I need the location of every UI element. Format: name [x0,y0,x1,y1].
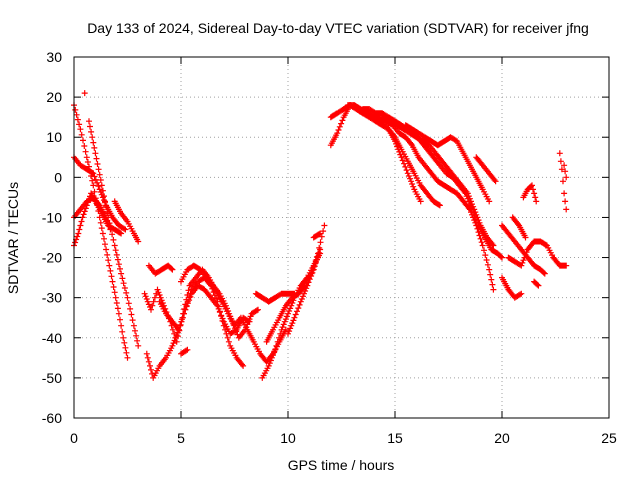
series-arc-30 [520,182,540,205]
y-tick-label: -50 [42,370,62,386]
y-tick-label: -20 [42,250,62,266]
series-arc-31 [531,278,542,289]
series-markers [520,182,540,205]
series-arc-26 [499,222,548,277]
series-markers [561,162,570,181]
y-tick-label: 30 [46,49,62,65]
series-arc-18 [310,230,324,241]
series-markers [402,122,493,205]
x-tick-label: 20 [494,430,510,446]
x-tick-label: 15 [387,430,403,446]
series-arc-7 [81,90,88,97]
series-arc-25 [473,154,499,185]
series-markers [381,114,497,249]
y-tick-label: -10 [42,209,62,225]
series-markers [556,150,570,213]
series-arc-17 [285,246,324,337]
series-arc-28 [505,238,570,269]
series-arc-16 [252,290,298,305]
series-arc-23 [381,114,497,249]
series-markers [509,214,529,241]
series-arc-6 [111,198,142,245]
axis-ticks [73,56,610,419]
series-arc-27 [499,274,525,301]
series-markers [81,90,88,97]
series-markers [473,154,499,185]
series-markers [531,278,542,289]
series-arc-13 [178,346,191,357]
series-arc-8 [145,262,176,277]
series-markers [111,198,142,245]
series-markers [310,230,324,241]
grid [74,57,609,418]
series-arc-33 [561,162,570,181]
x-tick-label: 10 [280,430,296,446]
y-tick-label: 20 [46,89,62,105]
y-tick-label: 10 [46,129,62,145]
series-markers [499,222,548,277]
y-tick-label: 0 [54,169,62,185]
x-tick-label: 25 [601,430,617,446]
series-arc-12 [178,262,261,341]
tick-labels: 0 5 10 15 20 25 -60 -50 -40 -30 -20 -10 0 10 20 30 [42,49,617,446]
x-axis-label: GPS time / hours [288,457,395,473]
series-markers [178,346,191,357]
y-axis-label: SDTVAR / TECUs [5,182,21,294]
series-markers [285,246,324,337]
y-tick-label: -40 [42,330,62,346]
series-markers [178,262,261,341]
plot-area-frame [73,56,610,419]
x-tick-label: 0 [70,430,78,446]
chart-title: Day 133 of 2024, Sidereal Day-to-day VTE… [87,20,589,36]
y-tick-label: -30 [42,290,62,306]
series-markers [145,262,176,277]
x-tick-label: 5 [177,430,185,446]
y-tick-label: -60 [42,410,62,426]
data-points [71,90,570,381]
series-markers [505,238,570,269]
series-markers [252,290,298,305]
series-arc-29 [509,214,529,241]
series-arc-32 [556,150,570,213]
series-markers [499,274,525,301]
series-arc-24 [402,122,493,205]
